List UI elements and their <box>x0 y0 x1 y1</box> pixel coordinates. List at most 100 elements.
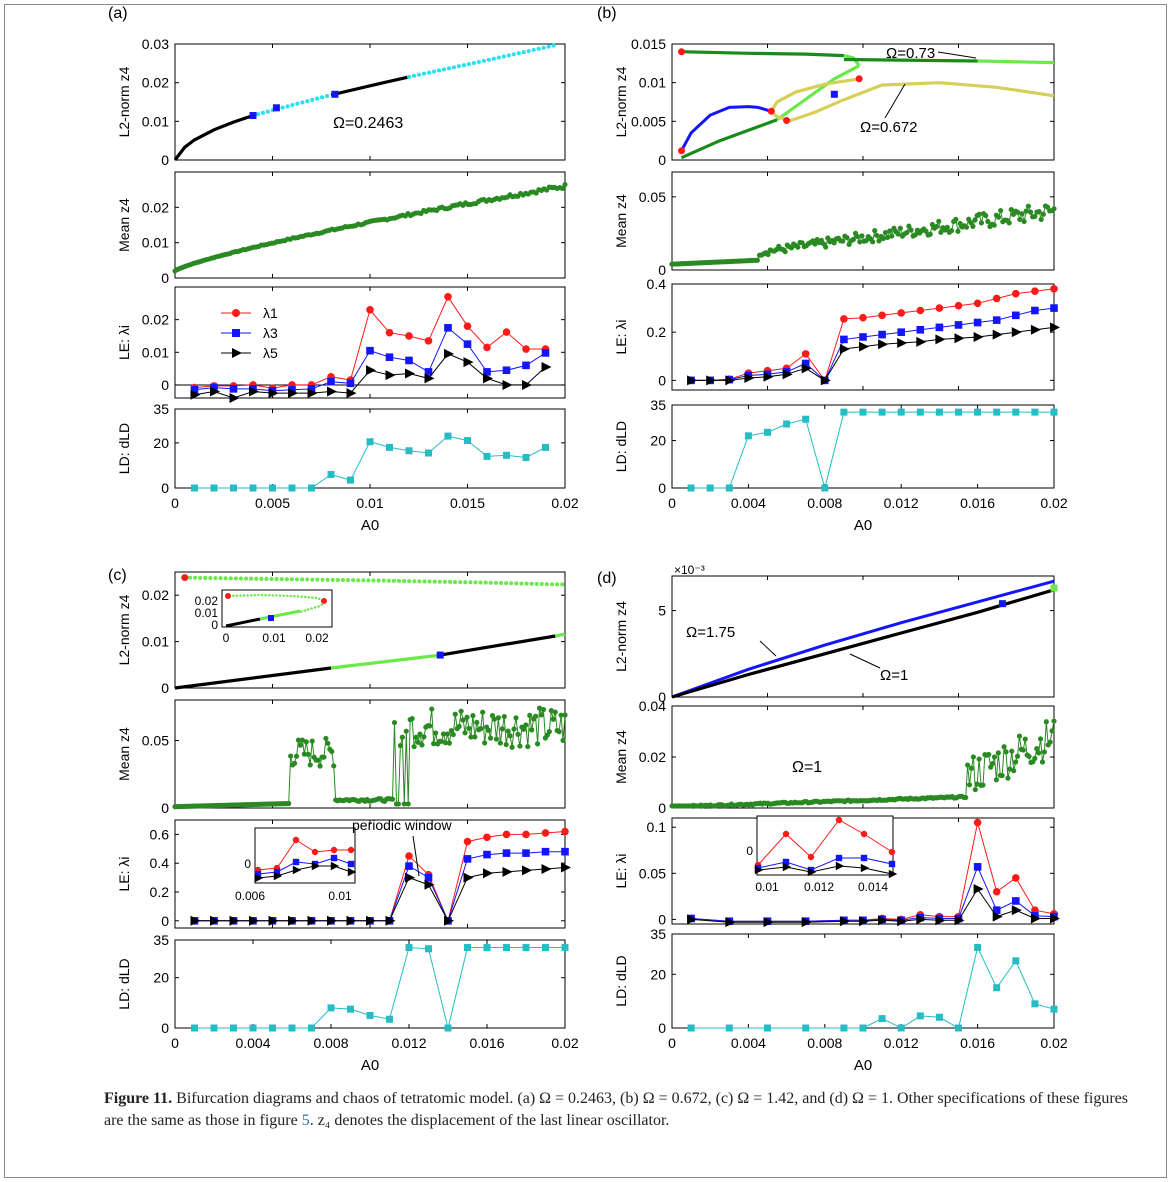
figure-frame <box>4 4 1167 1178</box>
y-tick-label: 35 <box>153 401 169 417</box>
mean-point <box>991 222 997 228</box>
mean-point <box>433 730 439 736</box>
mean-point <box>499 726 505 732</box>
ld-point <box>916 408 924 416</box>
ld-point <box>483 452 491 460</box>
mean-point <box>966 782 973 788</box>
ld-point <box>706 484 714 492</box>
mean-point <box>452 711 458 717</box>
square-marker <box>229 385 238 393</box>
square-marker <box>801 359 810 368</box>
y-axis-label: LE: λi <box>613 853 629 888</box>
mean-point <box>450 731 456 738</box>
mean-point <box>389 796 396 802</box>
mean-point <box>1011 768 1017 774</box>
mean-point <box>976 211 982 217</box>
mean-point <box>513 715 519 721</box>
mean-point <box>317 763 323 769</box>
triangle-marker <box>561 862 571 873</box>
square-marker <box>859 333 867 341</box>
mean-point <box>1006 220 1012 226</box>
triangle-marker <box>878 915 889 926</box>
mean-point <box>403 728 409 734</box>
legend-label: λ1 <box>263 305 278 321</box>
ld-point <box>955 1024 962 1032</box>
y-tick-label: 0.4 <box>150 855 170 871</box>
circle-marker <box>855 75 863 83</box>
panel-label: (b) <box>597 5 617 22</box>
solid-branch <box>681 50 844 58</box>
mean-point <box>934 223 940 230</box>
mean-point <box>927 231 933 237</box>
axes-box <box>671 404 1055 489</box>
inset-tick: 0 <box>211 618 218 632</box>
square-marker <box>483 850 491 859</box>
omega-annotation: Ω=1 <box>880 667 908 684</box>
square-marker <box>254 870 262 878</box>
mean-point <box>1022 736 1028 742</box>
mean-point <box>904 229 910 236</box>
triangle-marker <box>385 915 396 926</box>
mean-point <box>968 765 975 771</box>
panel-label: (d) <box>597 570 617 587</box>
mean-point <box>507 733 513 739</box>
y-tick-label: 0 <box>161 270 169 286</box>
mean-point <box>812 241 818 247</box>
x-tick-label: 0.008 <box>807 1035 842 1051</box>
panel-c-LD: 0 20 35 0 0.004 0.008 0.012 0.016 0.02 LD: dLD A0 <box>116 932 579 1074</box>
triangle-marker <box>1050 322 1060 333</box>
caption-text: Bifurcation diagrams and chaos of tetrat… <box>104 1090 1128 1129</box>
mean-point <box>521 726 527 732</box>
omega-annotation: Ω=1.75 <box>686 624 735 641</box>
square-marker <box>366 346 374 355</box>
circle-marker <box>1012 874 1020 882</box>
mean-point <box>991 754 998 760</box>
circle-marker <box>801 350 810 358</box>
panel-b-LD: 0 20 35 0 0.004 0.008 0.012 0.016 0.02 LD: dLD A0 <box>613 397 1068 534</box>
triangle-marker <box>327 386 337 397</box>
solid-branch <box>769 77 860 113</box>
circle-marker <box>1012 289 1020 298</box>
solid-branch <box>977 59 1055 65</box>
y-tick-label: 0 <box>658 262 666 278</box>
mean-point <box>329 748 335 755</box>
mean-point <box>876 238 882 244</box>
triangle-marker <box>1030 324 1041 335</box>
caption-figure-ref-link[interactable]: 5 <box>301 1112 310 1129</box>
triangle-marker <box>327 915 337 926</box>
mean-point <box>1036 750 1042 756</box>
mean-point <box>1021 218 1027 225</box>
y-axis-label: LD: dLD <box>613 421 629 472</box>
y-tick-label: 0.01 <box>142 113 169 129</box>
mean-point <box>411 744 417 750</box>
mean-point <box>491 716 498 722</box>
circle-marker <box>366 306 374 314</box>
ld-point <box>366 1011 374 1019</box>
circle-marker <box>859 313 867 322</box>
ld-point <box>764 428 771 436</box>
y-tick-label: 0 <box>658 372 666 388</box>
square-marker <box>840 335 848 344</box>
solid-branch <box>330 75 410 97</box>
ld-point <box>783 420 791 428</box>
mean-point <box>1020 747 1026 753</box>
x-tick-label: 0.015 <box>450 495 485 511</box>
x-tick-label: 0.016 <box>469 1035 504 1051</box>
ld-point <box>522 944 530 952</box>
y-tick-label: 0.015 <box>631 36 666 52</box>
triangle-marker <box>292 865 302 875</box>
mean-trace <box>175 707 566 808</box>
mean-point <box>1051 206 1057 212</box>
panel-label: (a) <box>108 5 128 22</box>
solid-branch <box>671 579 1055 699</box>
square-marker <box>541 349 550 357</box>
ld-point <box>386 1015 393 1023</box>
mean-point <box>472 734 478 740</box>
mean-point <box>850 236 856 242</box>
ld-point <box>327 1004 335 1012</box>
mean-point <box>446 740 452 746</box>
y-tick-label: 0.6 <box>150 826 170 842</box>
ld-point <box>993 408 1001 416</box>
x-tick-label: 0.012 <box>884 495 919 511</box>
